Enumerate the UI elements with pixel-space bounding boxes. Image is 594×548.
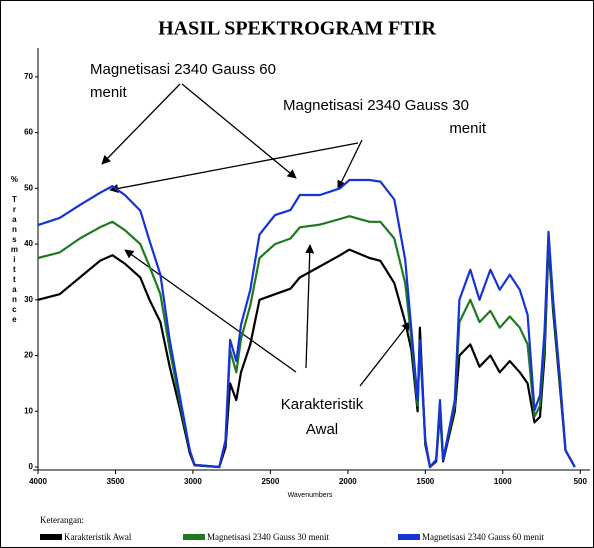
y-tick-label: 20	[24, 351, 33, 360]
x-tick-label: 500	[574, 477, 588, 486]
annotation: Magnetisasi 2340 Gauss 60	[90, 61, 276, 78]
y-tick-label: 60	[24, 128, 33, 137]
annotation: menit	[449, 120, 487, 137]
x-tick-label: 2000	[339, 477, 357, 486]
y-tick-label: 70	[24, 72, 33, 81]
y-tick-label: 40	[24, 239, 33, 248]
y-tick-label: 10	[24, 406, 33, 415]
legend-label: Magnetisasi 2340 Gauss 60 menit	[422, 532, 544, 542]
x-tick-label: 3000	[184, 477, 202, 486]
legend-label: Magnetisasi 2340 Gauss 30 menit	[207, 532, 329, 542]
legend-swatch	[40, 534, 62, 540]
series-line	[37, 215, 576, 469]
series-line	[37, 243, 576, 469]
chart-title: HASIL SPEKTROGRAM FTIR	[158, 18, 436, 40]
series-line	[37, 178, 576, 469]
annotation: Awal	[306, 421, 338, 438]
y-tick-label: 30	[24, 295, 33, 304]
legend-title: Keterangan:	[40, 515, 84, 525]
y-axis-label: % Transmittance	[10, 175, 19, 325]
y-tick-label: 50	[24, 183, 33, 192]
legend-swatch	[398, 534, 420, 540]
annotation-arrows	[101, 83, 411, 387]
y-tick-label: 0	[29, 462, 34, 471]
legend-swatch	[183, 534, 205, 540]
annotation: menit	[90, 84, 128, 101]
x-tick-label: 1500	[416, 477, 434, 486]
x-axis-label: Wavenumbers	[288, 492, 333, 499]
x-tick-label: 1000	[494, 477, 512, 486]
legend-label: Karakteristik Awal	[64, 532, 132, 542]
x-tick-label: 3500	[107, 477, 125, 486]
x-tick-label: 2500	[261, 477, 279, 486]
x-tick-label: 4000	[29, 477, 47, 486]
annotation: Magnetisasi 2340 Gauss 30	[283, 97, 469, 114]
annotation: Karakteristik	[281, 396, 364, 413]
